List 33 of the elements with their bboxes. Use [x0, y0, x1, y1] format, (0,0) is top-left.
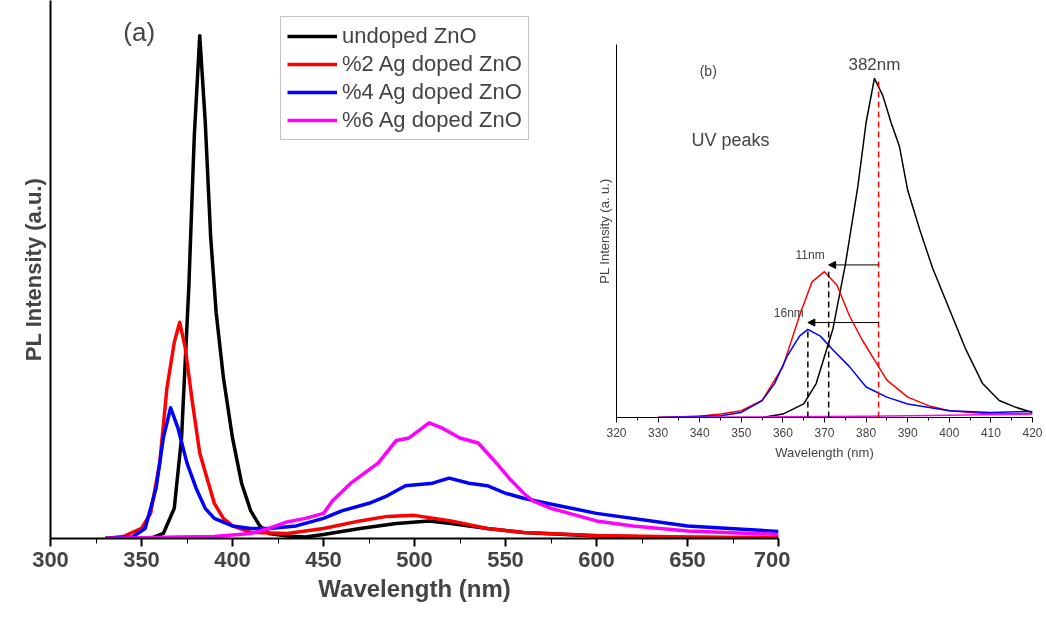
- legend-label: undoped ZnO: [342, 23, 477, 49]
- x-tick-label: 700: [753, 546, 791, 572]
- x-tick-label: 300: [32, 546, 69, 572]
- x-tick-label: 450: [305, 546, 342, 572]
- x-tick-label: 390: [897, 425, 919, 440]
- x-tick-label: 360: [772, 425, 794, 440]
- annotation: (b): [699, 63, 717, 80]
- legend-label: %4 Ag doped ZnO: [342, 79, 522, 105]
- x-tick-label: 320: [606, 425, 627, 440]
- x-tick-label: 350: [731, 425, 752, 440]
- annotation: (a): [123, 16, 156, 47]
- x-tick-label: 330: [648, 425, 669, 440]
- x-tick-label: 370: [814, 425, 835, 440]
- x-tick-label: 380: [856, 425, 877, 440]
- annotation: 11nm: [795, 247, 825, 262]
- y-axis-title: PL Intensity (a.u.): [20, 178, 46, 362]
- annotation: 382nm: [848, 55, 901, 75]
- x-tick-label: 500: [396, 546, 433, 572]
- x-tick-label: 400: [214, 546, 251, 572]
- x-tick-label: 420: [1022, 425, 1043, 440]
- x-tick-label: 550: [487, 546, 524, 572]
- x-tick-label: 650: [669, 546, 706, 572]
- x-tick-label: 600: [578, 546, 615, 572]
- x-axis-title: Wavelength (nm): [318, 574, 511, 602]
- x-tick-label: 340: [689, 425, 711, 440]
- x-tick-label: 350: [123, 546, 160, 572]
- y-axis-title: PL Intensity (a. u.): [596, 178, 612, 284]
- annotation: UV peaks: [691, 130, 770, 151]
- x-tick-label: 400: [939, 425, 960, 440]
- legend-label: %6 Ag doped ZnO: [342, 107, 522, 133]
- x-axis-title: Wavelength (nm): [775, 444, 874, 460]
- x-tick-label: 410: [980, 425, 1002, 440]
- legend-label: %2 Ag doped ZnO: [342, 51, 522, 77]
